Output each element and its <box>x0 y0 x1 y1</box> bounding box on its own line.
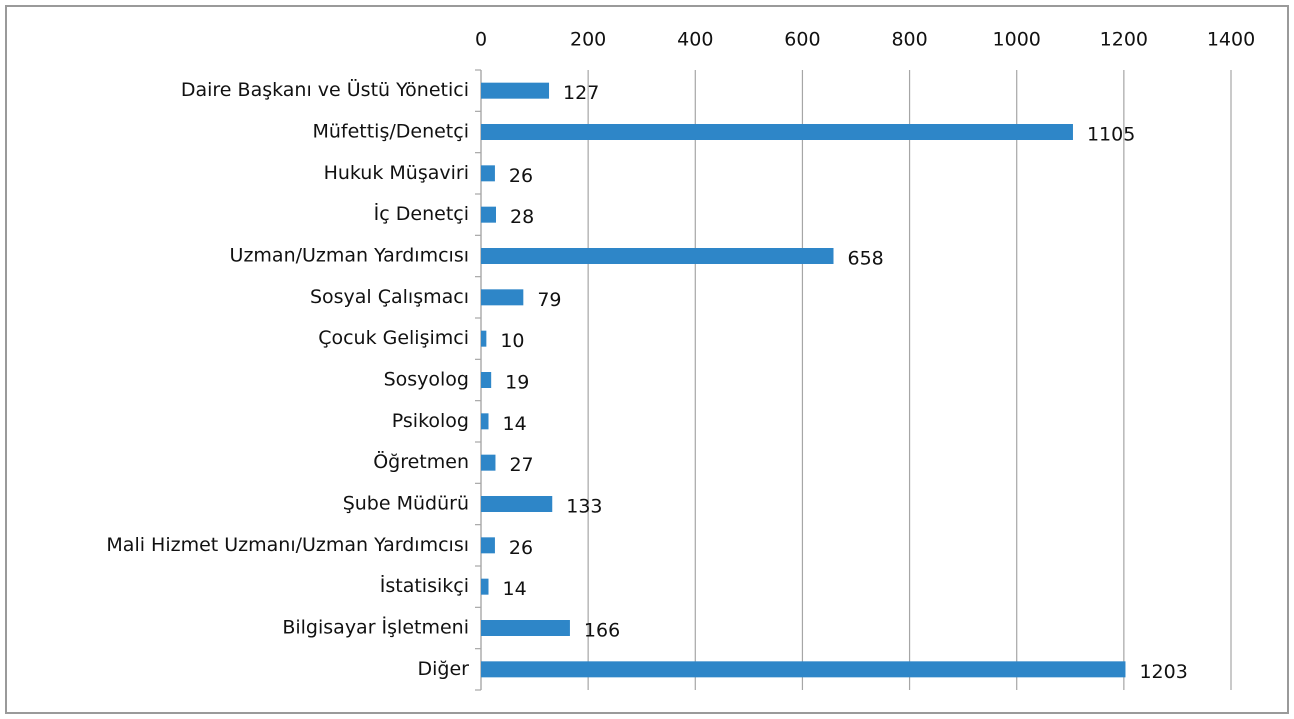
y-tick-label: Psikolog <box>392 410 469 432</box>
y-tick-label: Hukuk Müşaviri <box>324 162 469 184</box>
y-tick-label: İç Denetçi <box>374 202 469 225</box>
bar <box>481 330 487 347</box>
y-tick-label: Şube Müdürü <box>343 493 469 515</box>
bar <box>481 496 553 512</box>
data-label: 19 <box>505 372 529 394</box>
data-label: 14 <box>503 413 527 435</box>
y-tick-label: Sosyolog <box>384 369 469 391</box>
y-tick-label: Uzman/Uzman Yardımcısı <box>230 245 469 267</box>
data-label: 79 <box>537 289 561 311</box>
bar <box>481 372 492 388</box>
data-label: 14 <box>503 578 527 600</box>
y-tick-label: Sosyal Çalışmacı <box>310 286 469 308</box>
x-tick-label: 1400 <box>1207 29 1255 51</box>
data-label: 27 <box>509 454 533 476</box>
x-tick-label: 600 <box>784 29 820 51</box>
x-tick-label: 1200 <box>1100 29 1148 51</box>
data-label: 133 <box>566 496 602 518</box>
bar <box>481 165 495 182</box>
bar <box>481 413 489 430</box>
data-label: 658 <box>848 248 884 270</box>
data-label: 166 <box>584 620 620 642</box>
y-tick-label: Bilgisayar İşletmeni <box>282 616 469 639</box>
y-tick-label: Mali Hizmet Uzmanı/Uzman Yardımcısı <box>106 534 469 556</box>
bar <box>481 248 834 264</box>
data-label: 26 <box>509 165 533 187</box>
x-tick-label: 400 <box>677 29 713 51</box>
x-tick-label: 800 <box>891 29 927 51</box>
chart-frame <box>5 5 1289 714</box>
bar <box>481 620 570 636</box>
y-tick-label: İstatisikçi <box>380 574 469 597</box>
x-tick-label: 0 <box>475 29 487 51</box>
y-tick-label: Çocuk Gelişimci <box>318 327 469 349</box>
bar <box>481 124 1073 140</box>
data-label: 127 <box>563 82 599 104</box>
bar <box>481 578 489 595</box>
x-tick-label: 200 <box>570 29 606 51</box>
bar <box>481 82 550 99</box>
data-label: 26 <box>509 537 533 559</box>
y-tick-label: Daire Başkanı ve Üstü Yönetici <box>181 78 469 101</box>
bar <box>481 661 1126 678</box>
data-label: 28 <box>510 206 534 228</box>
data-label: 1203 <box>1139 661 1187 683</box>
data-label: 10 <box>500 330 524 352</box>
y-tick-label: Müfettiş/Denetçi <box>312 121 469 143</box>
x-tick-label: 1000 <box>993 29 1041 51</box>
y-tick-label: Diğer <box>418 658 470 680</box>
bar <box>481 289 524 306</box>
data-label: 1105 <box>1087 124 1135 146</box>
bar <box>481 537 495 554</box>
bar <box>481 206 496 223</box>
bar <box>481 454 496 471</box>
y-tick-label: Öğretmen <box>373 450 469 473</box>
